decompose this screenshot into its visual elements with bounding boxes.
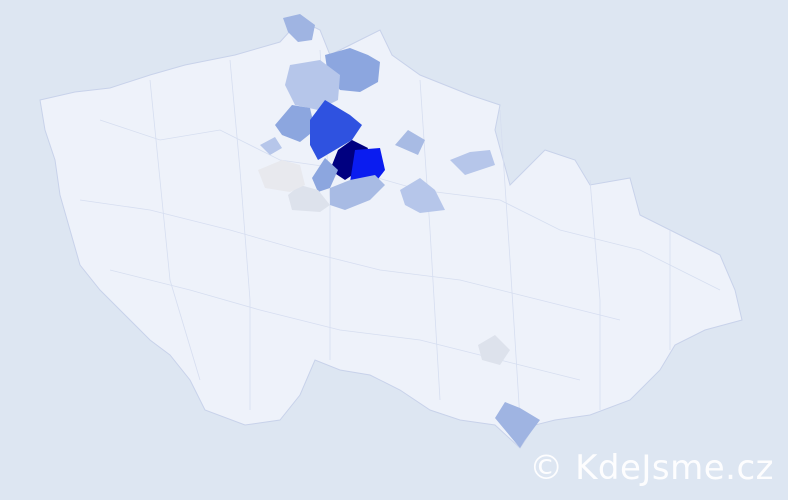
district-highlight[interactable] [478, 335, 510, 365]
highlighted-districts [258, 14, 540, 448]
district-highlight[interactable] [285, 60, 340, 110]
district-highlight[interactable] [283, 14, 315, 42]
district-highlight[interactable] [258, 160, 305, 192]
district-highlight[interactable] [260, 137, 282, 155]
district-highlight[interactable] [495, 402, 540, 448]
district-highlight[interactable] [312, 158, 338, 192]
district-highlight[interactable] [275, 105, 315, 142]
district-highlight[interactable] [310, 100, 362, 160]
district-highlight[interactable] [400, 178, 445, 213]
country-outline [39, 19, 743, 449]
district-highlight[interactable] [288, 185, 330, 212]
watermark: © KdeJsme.cz [529, 448, 774, 488]
district-highlight[interactable] [395, 130, 425, 155]
district-highlight[interactable] [350, 148, 385, 183]
district-highlight[interactable] [450, 150, 495, 175]
district-highlight[interactable] [330, 175, 385, 210]
